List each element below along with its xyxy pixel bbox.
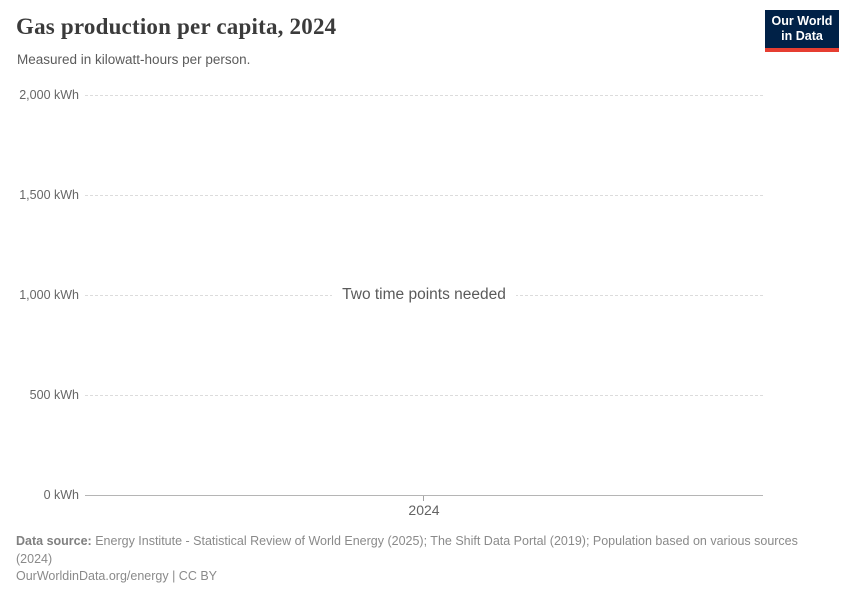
x-axis-line bbox=[85, 495, 763, 496]
owid-logo-line1: Our World bbox=[771, 14, 833, 28]
gridline bbox=[85, 195, 763, 196]
y-tick-label: 2,000 kWh bbox=[19, 88, 79, 102]
owid-logo[interactable]: Our World in Data bbox=[765, 10, 839, 52]
gridline bbox=[85, 95, 763, 96]
x-tick-label: 2024 bbox=[408, 502, 440, 518]
empty-state-message-row: Two time points needed bbox=[85, 286, 763, 304]
plot-area: 2,000 kWh 1,500 kWh 1,000 kWh 500 kWh 0 … bbox=[19, 88, 763, 518]
empty-state-message: Two time points needed bbox=[332, 286, 516, 304]
owid-logo-line2: in Data bbox=[781, 29, 823, 44]
y-tick-label: 0 kWh bbox=[43, 488, 79, 502]
data-source-note: Data source: Energy Institute - Statisti… bbox=[16, 533, 822, 568]
data-source-label: Data source: bbox=[16, 534, 92, 548]
y-tick-label: 500 kWh bbox=[29, 388, 79, 402]
data-source-text: Energy Institute - Statistical Review of… bbox=[16, 534, 798, 566]
y-tick-label: 1,000 kWh bbox=[19, 288, 79, 302]
credit-link[interactable]: OurWorldinData.org/energy | CC BY bbox=[16, 569, 218, 583]
y-tick-label: 1,500 kWh bbox=[19, 188, 79, 202]
gridline bbox=[85, 395, 763, 396]
chart-title: Gas production per capita, 2024 bbox=[16, 14, 337, 39]
chart-subtitle: Measured in kilowatt-hours per person. bbox=[17, 52, 251, 67]
x-tick-mark bbox=[423, 496, 424, 501]
